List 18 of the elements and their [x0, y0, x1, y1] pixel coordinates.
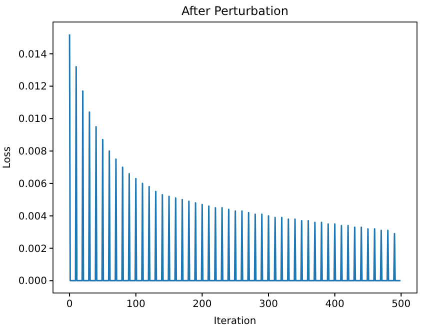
x-tick-label: 300 — [258, 299, 278, 310]
y-tick-label: 0.006 — [18, 178, 47, 190]
chart-title: After Perturbation — [182, 4, 288, 18]
x-axis-title: Iteration — [214, 316, 256, 327]
x-tick-label: 100 — [126, 299, 146, 310]
y-tick-label: 0.008 — [18, 146, 47, 158]
y-tick-label: 0.000 — [18, 276, 47, 288]
y-tick-label: 0.010 — [18, 114, 47, 126]
y-tick-label: 0.004 — [18, 211, 47, 222]
line-series — [68, 34, 402, 282]
x-tick-label: 200 — [192, 299, 212, 310]
x-tick-label: 0 — [66, 299, 73, 310]
x-tick-label: 400 — [325, 299, 344, 310]
y-tick-label: 0.002 — [18, 244, 47, 255]
y-tick-label: 0.014 — [18, 49, 47, 60]
y-tick-label: 0.012 — [18, 82, 47, 93]
x-tick-label: 500 — [392, 299, 411, 310]
y-axis-title: Loss — [2, 146, 13, 168]
